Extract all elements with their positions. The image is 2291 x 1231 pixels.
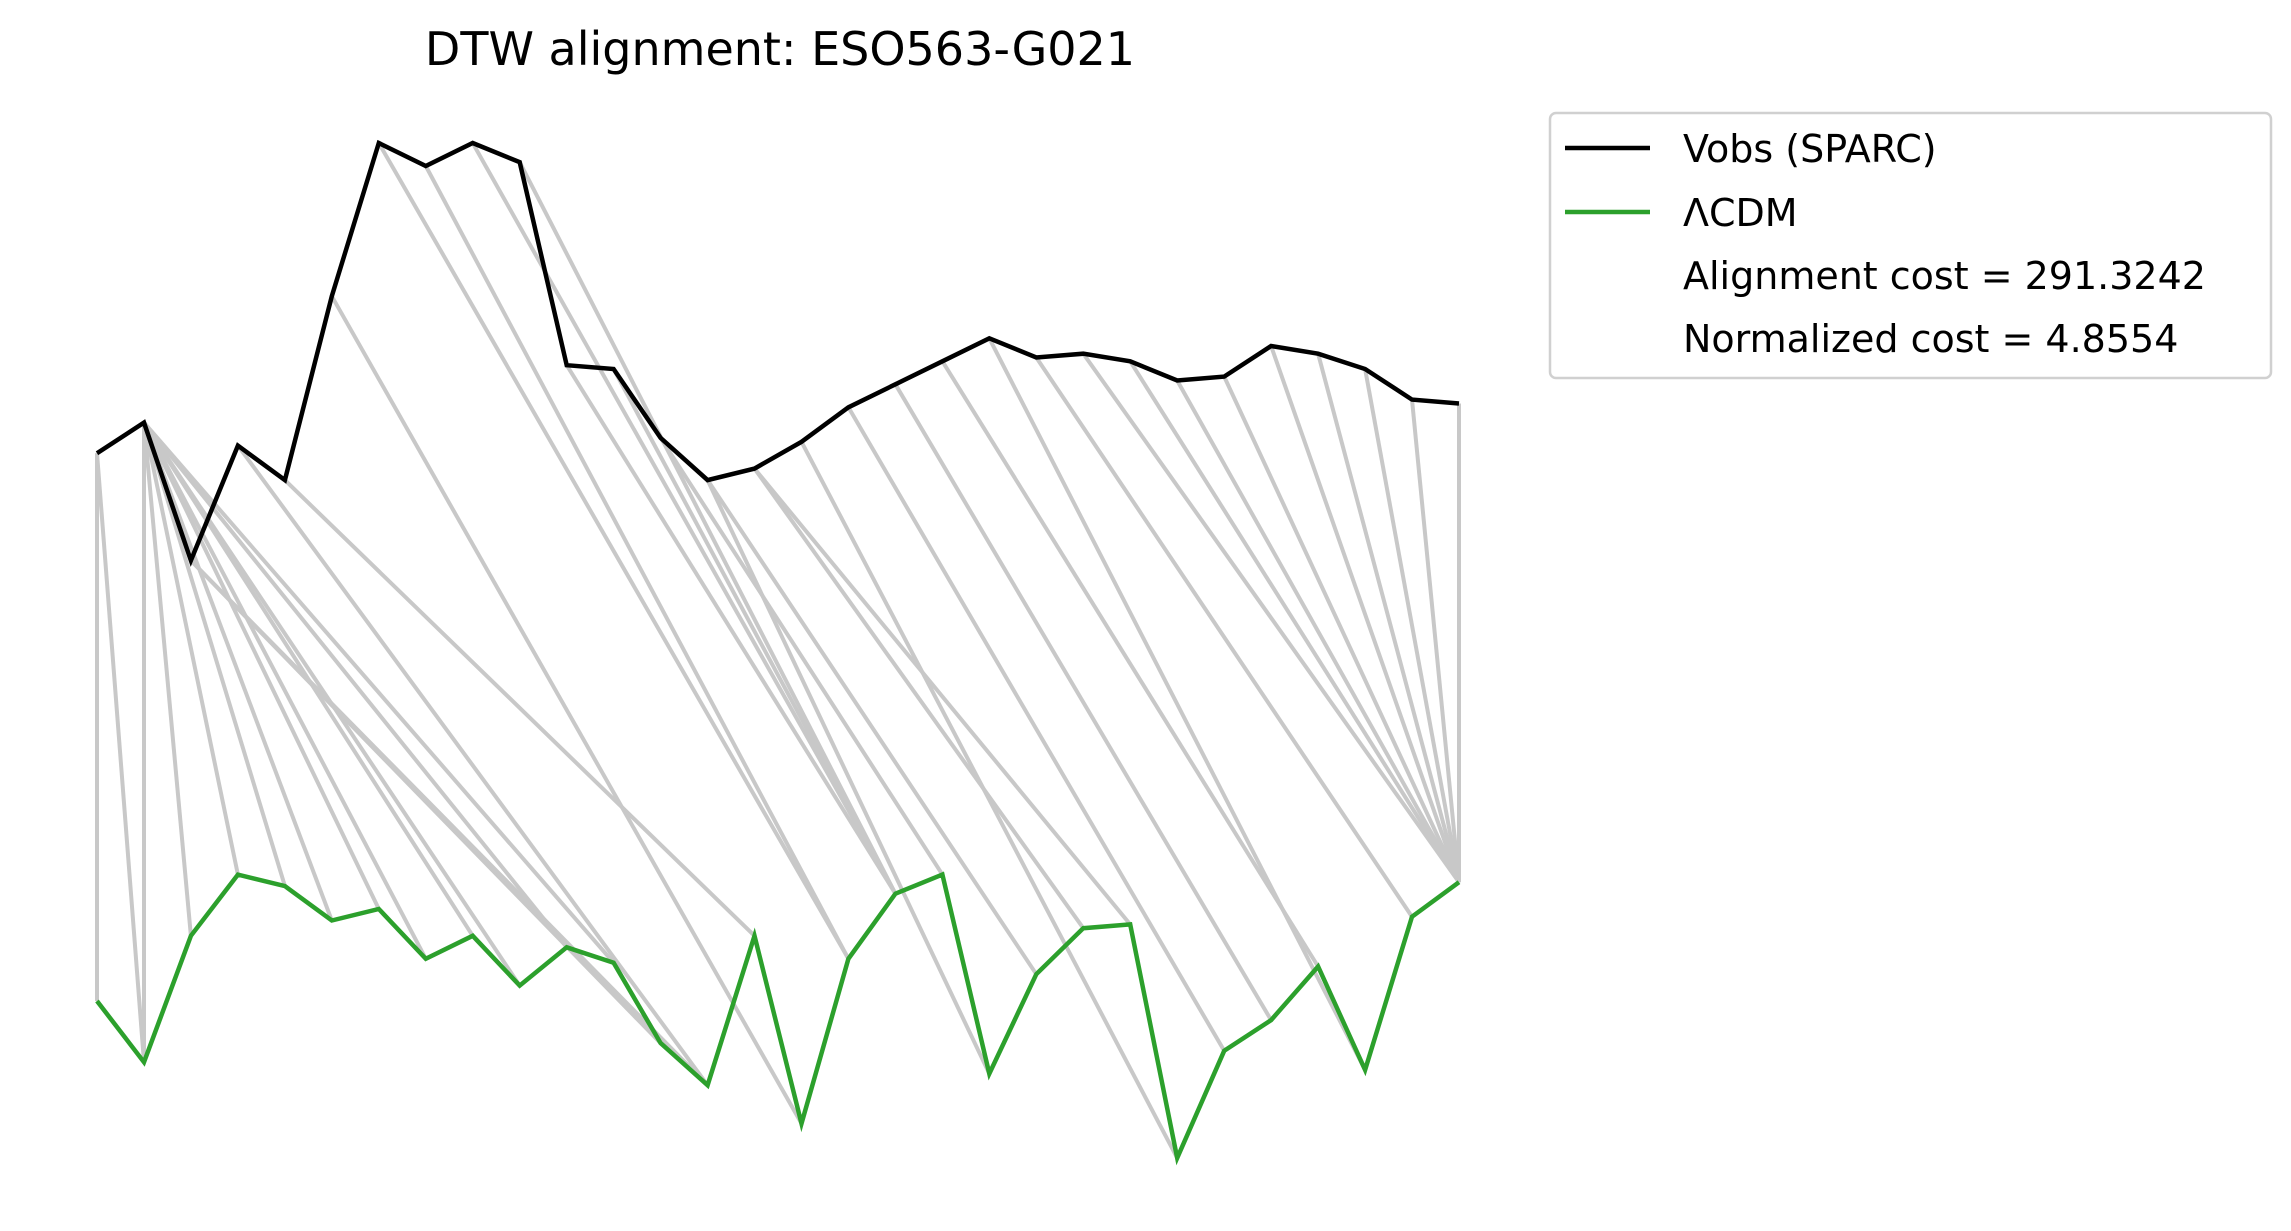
alignment-line — [658, 436, 945, 876]
alignment-line — [1222, 375, 1461, 884]
alignment-line — [611, 368, 898, 895]
legend-label-vobs: Vobs (SPARC) — [1683, 127, 1937, 171]
alignment-line — [142, 421, 334, 922]
legend-label-lcdm: ΛCDM — [1683, 191, 1798, 235]
alignment-line — [752, 467, 1132, 926]
legend-label-normalized-cost: Normalized cost = 4.8554 — [1683, 317, 2178, 361]
alignment-line — [799, 440, 1179, 1159]
alignment-line — [142, 421, 616, 965]
alignment-line — [893, 383, 1273, 1022]
alignment-line — [1175, 379, 1461, 884]
legend-label-alignment-cost: Alignment cost = 291.3242 — [1683, 254, 2206, 298]
alignment-line — [283, 478, 756, 938]
alignment-line — [1410, 399, 1461, 883]
alignment-line — [189, 559, 710, 1087]
alignment-line — [142, 421, 381, 910]
alignment-line — [142, 421, 428, 960]
alignment-line — [565, 364, 898, 895]
series-line-vobs — [95, 139, 1460, 567]
alignment-line — [705, 479, 992, 1075]
alignment-line — [705, 478, 1038, 976]
legend: Vobs (SPARC) ΛCDM Alignment cost = 291.3… — [1548, 111, 2273, 380]
series-lines — [95, 139, 1461, 1166]
alignment-line — [142, 422, 240, 876]
alignment-line — [330, 295, 804, 1125]
alignment-line — [1316, 353, 1461, 883]
alignment-line — [752, 467, 1085, 930]
alignment-line — [95, 453, 146, 1063]
alignment-line — [1081, 352, 1461, 884]
alignment-line — [1363, 368, 1461, 883]
alignment-line — [470, 142, 898, 895]
legend-frame — [1548, 111, 2273, 380]
alignment-line — [987, 337, 1367, 1071]
alignment-line — [377, 142, 851, 960]
plot-area — [95, 139, 1461, 1166]
alignment-line — [517, 161, 898, 895]
alignment-line — [236, 444, 710, 1087]
alignment-line — [1128, 360, 1461, 884]
alignment-line — [142, 421, 569, 949]
alignment-lines — [95, 142, 1461, 1159]
alignment-line — [424, 165, 851, 960]
alignment-line — [1269, 345, 1461, 883]
series-line-lcdm — [95, 871, 1461, 1166]
chart-title: DTW alignment: ESO563-G021 — [425, 22, 1135, 76]
alignment-line — [142, 422, 287, 887]
alignment-line — [846, 406, 1226, 1052]
alignment-line — [940, 360, 1320, 968]
alignment-line — [142, 422, 193, 936]
alignment-line — [1034, 356, 1414, 918]
